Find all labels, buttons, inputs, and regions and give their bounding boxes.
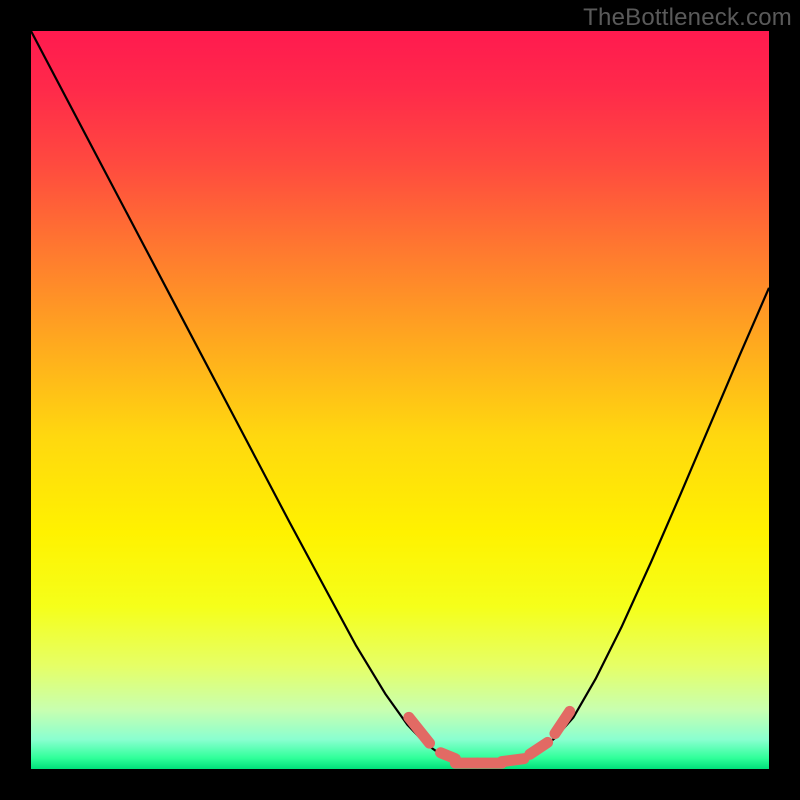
bottleneck-chart	[0, 0, 800, 800]
chart-container: TheBottleneck.com	[0, 0, 800, 800]
plot-background	[31, 31, 769, 769]
highlight-dash	[502, 759, 524, 762]
watermark-text: TheBottleneck.com	[583, 4, 792, 32]
highlight-dash	[441, 753, 456, 759]
